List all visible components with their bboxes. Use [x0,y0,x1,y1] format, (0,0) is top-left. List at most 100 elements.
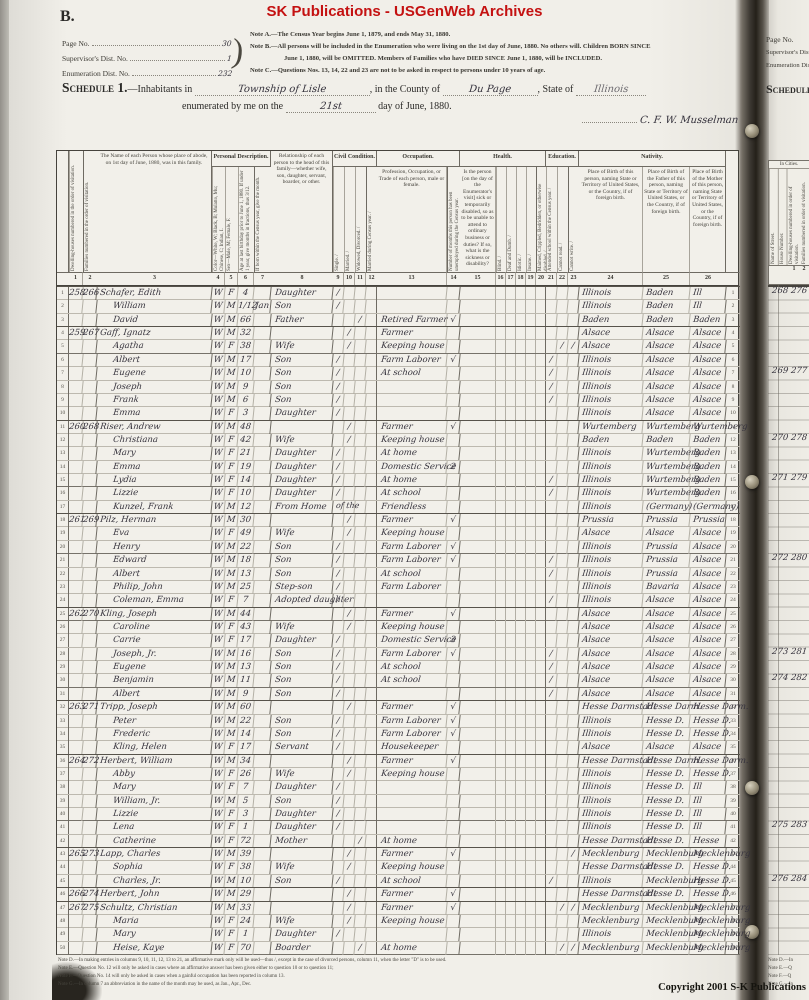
deaf-dumb-mark [506,460,516,474]
sick-disabled-value [460,594,496,608]
widowed-mark [354,327,367,341]
deaf-dumb-mark [506,393,516,407]
right-page-no-label: Page No. [766,35,794,44]
deaf-dumb-mark [506,367,516,381]
maimed-mark [536,808,546,822]
occupation-value [376,287,448,300]
person-name: David [96,313,213,327]
blind-mark [496,460,506,474]
line-number-right: 47 [730,904,736,911]
age-value: 70 [237,941,255,955]
maimed-mark [536,901,546,915]
married-in-year-mark [366,727,377,741]
right-schedule-label: Schedule 1.— [766,82,809,96]
right-page-footer-notes: Note D.—In Note E.—Q Note F.—Q Note G.—In [768,957,809,989]
column-number: 11 [355,272,366,285]
relation-value: Son [270,874,334,888]
month-born-value [253,340,272,354]
birthplace-self: Alsace [578,634,644,648]
census-row: 13 Mary W F 21 Daughter / At home Illinois Wurtem… [57,447,740,461]
months-unemployed-value [446,661,461,675]
column-header-2: Families numbered in the order of visita… [83,151,97,272]
census-row: 26 Caroline W F 43 Wife / Keeping house Alsace Al… [57,620,740,635]
insane-mark [526,300,536,314]
township-value: Township of Lisle [237,84,327,95]
census-row: 30 Benjamin W M 11 Son / At school / Alsace Alsace… [57,674,740,688]
line-number: 30 [57,674,69,688]
deaf-dumb-mark [506,941,516,955]
person-name: Albert [96,687,213,701]
right-enumeration-label: Enumeration Dist No [766,61,809,69]
insane-mark [526,407,536,421]
widowed-mark [354,848,367,862]
birthplace-father: Alsace [642,661,691,675]
person-name: Mary [96,928,213,942]
census-row: 23 Philip, John W M 25 Step-son / Farm Laborer I… [57,580,740,595]
married-in-year-mark [366,794,377,808]
person-name: Catherine [96,834,213,848]
insane-mark [526,901,536,915]
married-in-year-mark [366,567,377,581]
birthplace-self: Alsace [578,674,644,688]
sick-disabled-value [460,687,496,701]
family-number [82,353,98,367]
family-number [82,727,98,741]
blind-mark [496,821,506,835]
married-in-year-mark [366,767,377,781]
person-name: Lapp, Charles [96,848,213,862]
right-col2-number: 2 [802,266,806,272]
ink-smudge [52,962,102,1000]
dwelling-number [68,941,84,955]
person-name: Carrie [96,634,213,648]
idiotic-mark [516,794,526,808]
married-in-year-mark [366,928,377,942]
insane-mark [526,353,536,367]
line-number-right: 35 [730,744,736,751]
column-number: 24 [579,272,643,285]
right-page-dwelling-family-numbers: 268 276 [771,286,808,296]
relation-value [270,514,334,528]
blind-mark [496,901,506,915]
census-row: 4 259 267 Gaff, Ignatz W M 32/Farmer Alsace Alsa… [57,326,740,341]
blind-mark [496,687,506,701]
deaf-dumb-mark [506,647,516,661]
age-value: 13 [237,661,255,675]
census-row: 49 Mary W F 1 Daughter / Illinois Mecklenburg Mec… [57,928,751,942]
months-unemployed-value [446,620,461,634]
age-value: 17 [237,353,255,367]
blind-mark [496,941,506,955]
relation-value: Son [270,380,334,394]
column-header-17: Deaf and Dumb. / [506,167,516,272]
family-number [82,767,98,781]
page-no-label: Page No. [62,39,90,48]
column-number: 9 [333,272,344,285]
married-in-year-mark [366,514,377,528]
deaf-dumb-mark [506,474,516,488]
idiotic-mark [516,901,526,915]
age-value: 26 [237,767,255,781]
line-number-right: 22 [730,570,736,577]
line-number-right: 39 [730,797,736,804]
months-unemployed-value [446,487,461,501]
scan-watermark-title: SK Publications - USGenWeb Archives [266,3,543,20]
dwelling-number [68,741,84,755]
family-number [82,821,98,835]
insane-mark [526,848,536,862]
insane-mark [526,701,536,715]
line-number-right: 50 [730,944,736,951]
insane-mark [526,914,536,928]
birthplace-self: Illinois [578,540,644,554]
maimed-mark [536,540,546,554]
blind-mark [496,767,506,781]
birthplace-father: Mecklenburg [642,874,704,888]
birthplace-self: Mecklenburg [578,901,644,915]
line-number-right: 28 [730,650,736,657]
dwelling-number [68,620,84,634]
birthplace-father: Hesse D. [642,821,691,835]
months-unemployed-value [446,300,461,314]
census-row: 17 Kunzel, Frank W M 12 From Home Friendless Il… [57,500,740,515]
dwelling-number [68,594,84,608]
dwelling-number [68,407,84,421]
sick-disabled-value [460,460,496,474]
relation-value: Son [270,661,334,675]
